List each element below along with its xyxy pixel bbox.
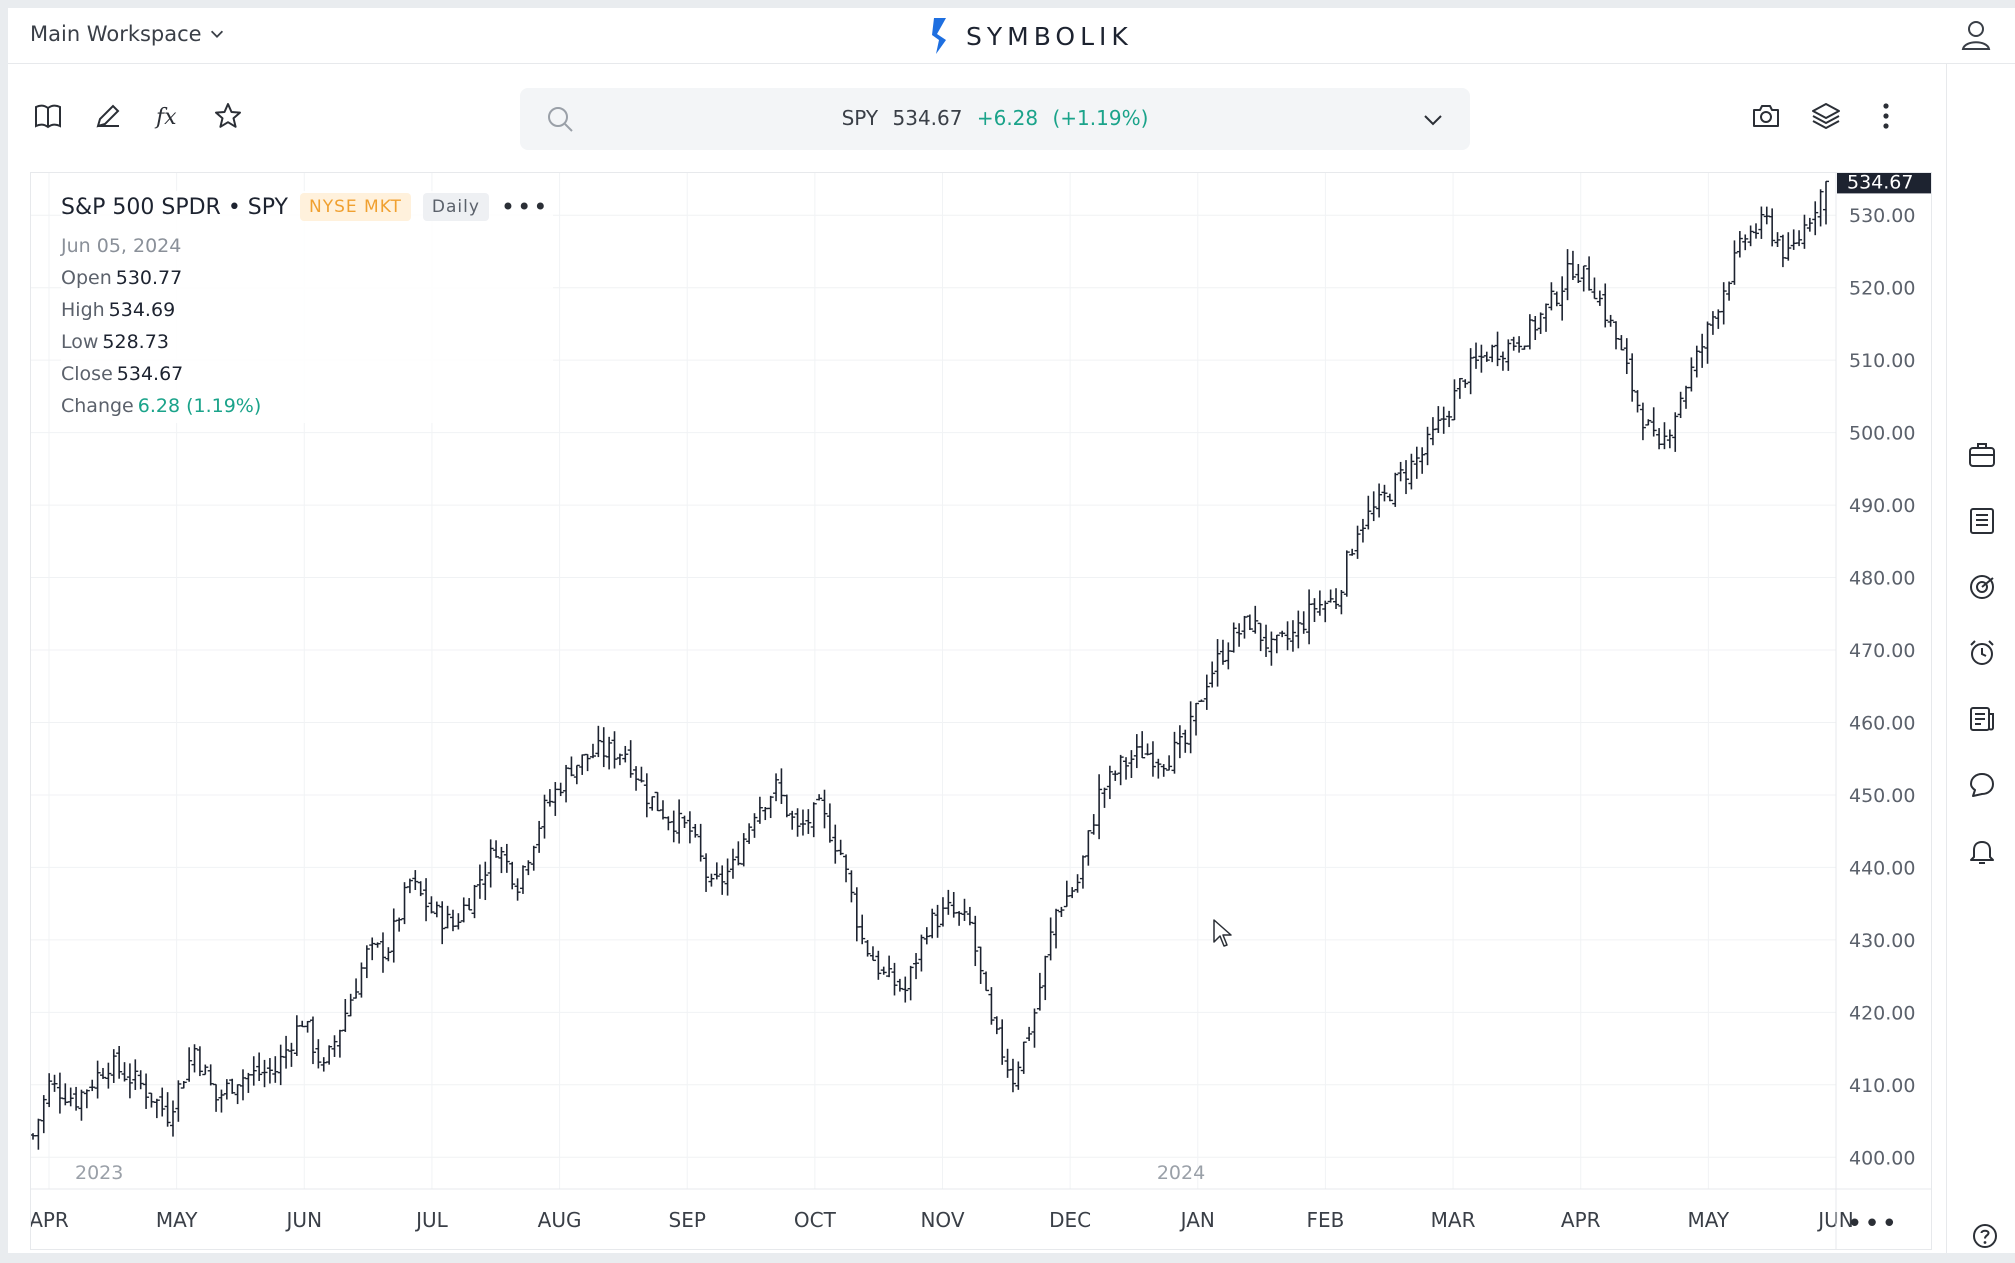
search-icon: [548, 107, 573, 132]
change-label: Change: [61, 395, 134, 417]
legend-open: Open 530.77: [61, 267, 549, 289]
brand-logo[interactable]: SYMBOLIK: [928, 16, 1133, 56]
user-icon[interactable]: [1959, 18, 1993, 52]
y-tick-label: 510.00: [1849, 350, 1915, 372]
y-tick-label: 450.00: [1849, 785, 1915, 807]
close-value: 534.67: [116, 363, 184, 385]
chevron-down-icon[interactable]: [1420, 107, 1446, 133]
top-bar: Main Workspace SYMBOLIK: [8, 8, 2015, 64]
y-tick-label: 500.00: [1849, 423, 1915, 445]
news-icon[interactable]: [1967, 704, 1997, 734]
symbol-search-bar[interactable]: SPY 534.67 +6.28 (+1.19%): [520, 88, 1470, 150]
x-tick-label: MAY: [1688, 1208, 1730, 1232]
year-label: 2023: [75, 1162, 123, 1184]
y-tick-label: 470.00: [1849, 640, 1915, 662]
y-tick-label: 460.00: [1849, 712, 1915, 734]
high-value: 534.69: [108, 299, 176, 321]
last-price-tag: [1837, 173, 1931, 194]
function-icon[interactable]: fx: [152, 100, 184, 132]
x-tick-label: JUN: [1816, 1208, 1854, 1232]
exchange-badge: NYSE MKT: [299, 193, 411, 221]
workspace-selector[interactable]: Main Workspace: [30, 22, 226, 46]
y-tick-label: 480.00: [1849, 568, 1915, 590]
y-tick-label: 420.00: [1849, 1002, 1915, 1024]
year-label: 2024: [1157, 1162, 1205, 1184]
x-tick-label: FEB: [1306, 1208, 1344, 1232]
x-tick-label: JAN: [1179, 1208, 1215, 1232]
high-label: High: [61, 299, 105, 321]
pencil-icon[interactable]: [92, 100, 124, 132]
chat-icon[interactable]: [1967, 770, 1997, 800]
brand-name: SYMBOLIK: [966, 21, 1133, 51]
y-tick-label: 530.00: [1849, 205, 1915, 227]
quote-change-pct: (+1.19%): [1052, 106, 1149, 130]
legend-close: Close 534.67: [61, 363, 549, 385]
y-tick-label: 400.00: [1849, 1147, 1915, 1169]
y-tick-label: 410.00: [1849, 1075, 1915, 1097]
symbolik-logo-icon: [932, 18, 946, 54]
x-tick-label: MAR: [1431, 1208, 1476, 1232]
chart-target-icon[interactable]: [1967, 572, 1997, 602]
camera-icon[interactable]: [1750, 100, 1782, 132]
chart-canvas[interactable]: 400.00 410.00 420.00 430.00 440.00 450.00 460.…: [31, 173, 1931, 1249]
legend-low: Low 528.73: [61, 331, 549, 353]
legend-high: High 534.69: [61, 299, 549, 321]
list-icon[interactable]: [1967, 506, 1997, 536]
chart-legend: S&P 500 SPDR • SPY NYSE MKT Daily ••• Ju…: [61, 191, 554, 423]
alarm-clock-icon[interactable]: [1967, 638, 1997, 668]
y-tick-label: 490.00: [1849, 495, 1915, 517]
legend-menu-icon[interactable]: •••: [500, 193, 550, 221]
x-tick-label: MAY: [156, 1208, 198, 1232]
open-value: 530.77: [115, 267, 183, 289]
x-tick-label: JUN: [285, 1208, 323, 1232]
legend-change: Change 6.28 (1.19%): [61, 395, 549, 417]
x-tick-label: APR: [31, 1208, 69, 1232]
app-frame: Main Workspace SYMBOLIK fx SPY 534.67 +6: [8, 8, 2015, 1253]
y-tick-label: 430.00: [1849, 930, 1915, 952]
x-tick-label: SEP: [669, 1208, 706, 1232]
book-icon[interactable]: [32, 100, 64, 132]
y-tick-label: 440.00: [1849, 857, 1915, 879]
legend-date: Jun 05, 2024: [61, 235, 182, 257]
last-price-label: 534.67: [1847, 173, 1913, 193]
workspace-label: Main Workspace: [30, 22, 202, 46]
open-label: Open: [61, 267, 112, 289]
low-label: Low: [61, 331, 99, 353]
y-tick-label: 520.00: [1849, 278, 1915, 300]
x-tick-label: JUL: [414, 1208, 449, 1232]
more-vertical-icon[interactable]: [1870, 100, 1902, 132]
mouse-cursor-icon: [1213, 919, 1232, 947]
low-value: 528.73: [102, 331, 169, 353]
x-tick-label: AUG: [538, 1208, 582, 1232]
x-tick-label: OCT: [794, 1208, 837, 1232]
bell-icon[interactable]: [1967, 836, 1997, 866]
quote-change: +6.28: [976, 106, 1039, 130]
instrument-name: S&P 500 SPDR • SPY: [61, 194, 288, 220]
briefcase-icon[interactable]: [1967, 440, 1997, 470]
layers-icon[interactable]: [1810, 100, 1842, 132]
svg-text:fx: fx: [154, 105, 177, 130]
change-value: 6.28 (1.19%): [137, 395, 262, 417]
close-label: Close: [61, 363, 113, 385]
x-tick-label: NOV: [920, 1208, 964, 1232]
help-icon[interactable]: [1971, 1222, 1999, 1250]
axis-menu-icon[interactable]: •••: [1846, 1209, 1899, 1239]
x-tick-label: APR: [1561, 1208, 1601, 1232]
star-icon[interactable]: [212, 100, 244, 132]
x-tick-label: DEC: [1049, 1208, 1091, 1232]
quote-summary: SPY 534.67 +6.28 (+1.19%): [520, 106, 1470, 130]
interval-badge[interactable]: Daily: [422, 193, 489, 221]
right-rail: [1946, 64, 2015, 1253]
quote-price: 534.67: [892, 106, 963, 130]
price-chart[interactable]: 400.00 410.00 420.00 430.00 440.00 450.00 460.…: [30, 172, 1932, 1250]
quote-symbol: SPY: [841, 106, 879, 130]
chevron-down-icon: [210, 30, 223, 38]
